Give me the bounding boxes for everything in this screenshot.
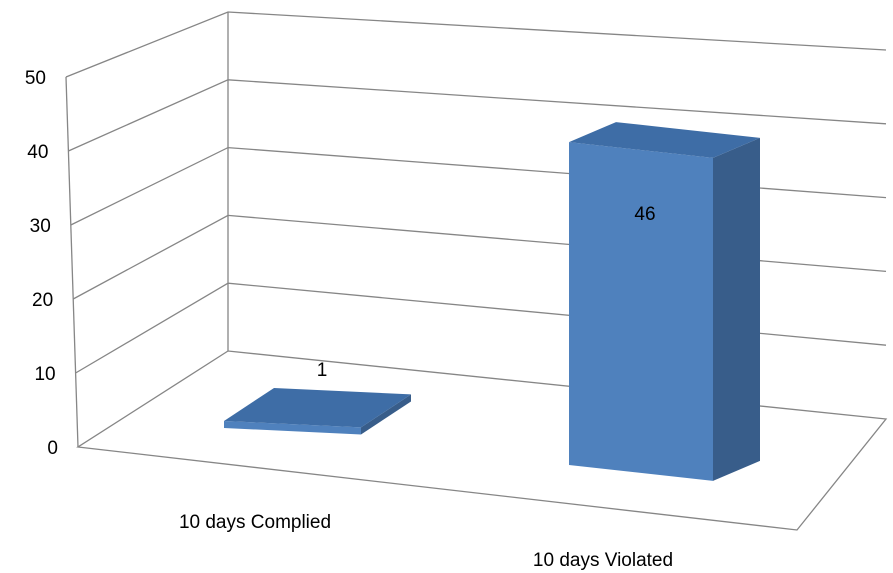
gridline bbox=[72, 214, 887, 300]
bar-top-face bbox=[569, 122, 760, 158]
bar-top-face bbox=[224, 387, 411, 428]
bar-layer bbox=[224, 122, 760, 481]
category-label: 10 days Violated bbox=[533, 550, 673, 571]
bar-front-face bbox=[569, 142, 713, 481]
floor-outline bbox=[76, 350, 888, 531]
grid-layer bbox=[65, 11, 888, 531]
gridline bbox=[70, 146, 887, 226]
gridline bbox=[65, 11, 887, 78]
y-tick-label: 10 bbox=[34, 364, 55, 385]
gridline bbox=[68, 79, 887, 152]
axis-layer: 0 10 20 30 40 50 bbox=[25, 68, 58, 459]
gridline bbox=[75, 282, 887, 374]
left-wall-edge bbox=[65, 76, 79, 448]
y-tick-label: 0 bbox=[47, 438, 58, 459]
y-tick-label: 30 bbox=[30, 216, 51, 237]
bar-side-face bbox=[713, 137, 760, 481]
y-tick-label: 40 bbox=[27, 142, 48, 163]
y-tick-label: 20 bbox=[32, 290, 53, 311]
bar-front-face bbox=[224, 420, 361, 435]
data-label: 1 bbox=[317, 360, 328, 381]
data-label: 46 bbox=[634, 204, 655, 225]
y-tick-label: 50 bbox=[25, 68, 46, 89]
category-label: 10 days Complied bbox=[179, 512, 331, 533]
label-layer: 1 10 days Complied 46 10 days Violated bbox=[179, 204, 673, 571]
bar-side-face bbox=[361, 394, 411, 435]
